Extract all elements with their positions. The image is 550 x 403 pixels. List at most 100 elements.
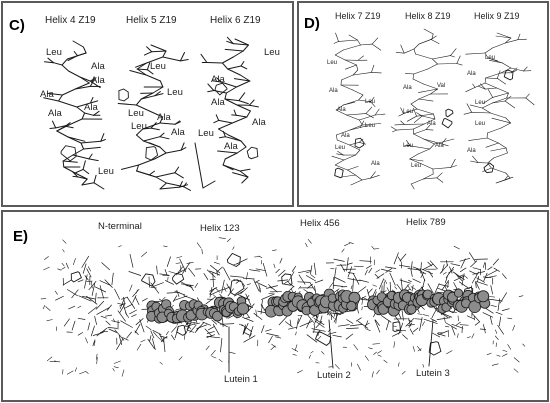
protein-stick (345, 333, 354, 340)
side-chain-stick (465, 87, 476, 92)
side-chain-stick (336, 153, 344, 156)
protein-stick (422, 263, 434, 271)
side-chain-stick (218, 136, 226, 139)
protein-stick (311, 328, 326, 332)
protein-stick (385, 266, 397, 269)
segment-label-helix-456: Helix 456 (300, 218, 340, 229)
side-chain-stick (49, 127, 57, 129)
lutein-atom-sphere (468, 300, 482, 313)
aromatic-ring (483, 162, 495, 174)
side-chain-stick (338, 39, 358, 42)
protein-stick (94, 316, 97, 325)
residue-label: Leu (365, 123, 376, 129)
protein-stick (395, 329, 407, 332)
solvent-dash (364, 355, 369, 361)
backbone-stick (232, 50, 244, 58)
solvent-dash (43, 266, 50, 271)
protein-stick (174, 290, 186, 296)
panel-c-letter: C) (9, 17, 25, 34)
residue-label: Ala (91, 75, 105, 86)
residue-label: Leu (485, 55, 496, 61)
protein-stick (299, 321, 313, 327)
side-chain-stick (117, 103, 137, 106)
protein-stick (266, 333, 280, 337)
solvent-dash (305, 242, 308, 248)
protein-stick (427, 261, 432, 267)
panel-d-helix-drawing (331, 28, 535, 190)
protein-stick (346, 319, 354, 324)
backbone-stick (241, 176, 249, 184)
protein-stick (211, 319, 218, 325)
protein-stick (77, 279, 84, 283)
protein-stick (412, 278, 421, 283)
backbone-stick (224, 92, 227, 100)
solvent-dash (85, 371, 89, 374)
protein-stick (82, 263, 87, 274)
solvent-dash (507, 317, 513, 320)
protein-stick (120, 320, 133, 328)
protein-stick (335, 312, 344, 314)
protein-stick (84, 274, 88, 289)
protein-stick (269, 285, 278, 293)
protein-stick (209, 270, 221, 276)
protein-stick (117, 310, 126, 322)
protein-stick (407, 323, 415, 326)
side-chain-stick (226, 36, 234, 45)
side-chain-stick (349, 142, 360, 146)
protein-stick (104, 279, 113, 288)
backbone-stick (347, 169, 356, 176)
protein-stick (235, 279, 242, 284)
side-chain-stick (56, 125, 66, 132)
protein-stick (176, 289, 180, 297)
solvent-dash (54, 290, 58, 295)
side-chain-stick (432, 55, 451, 60)
solvent-dash (272, 249, 277, 252)
backbone-stick (496, 32, 512, 39)
side-chain-stick (129, 70, 147, 76)
protein-stick (441, 264, 445, 273)
side-chain-stick (80, 140, 102, 144)
solvent-dash (215, 287, 221, 293)
solvent-dash (287, 276, 292, 283)
side-chain-stick (463, 112, 472, 115)
protein-stick (160, 335, 168, 343)
backbone-stick (236, 104, 251, 112)
protein-stick (490, 285, 493, 295)
side-chain-stick (477, 85, 486, 90)
protein-stick (385, 320, 390, 331)
protein-stick (118, 335, 123, 345)
side-chain-stick (43, 61, 55, 64)
protein-stick (313, 262, 317, 276)
solvent-dash (384, 279, 388, 284)
protein-stick (364, 320, 369, 329)
side-chain-stick (394, 124, 405, 126)
protein-stick (410, 269, 413, 277)
residue-label: Ala (157, 112, 171, 123)
solvent-dash (94, 340, 96, 346)
protein-stick (106, 304, 112, 311)
solvent-dash (121, 369, 125, 377)
side-chain-stick (374, 113, 386, 116)
side-chain-stick (212, 80, 222, 83)
backbone-stick (487, 157, 494, 164)
solvent-dash (457, 333, 459, 338)
protein-stick (150, 286, 157, 289)
solvent-dash (513, 368, 519, 373)
protein-stick (147, 338, 155, 349)
solvent-dash (353, 344, 359, 351)
backbone-stick (231, 116, 248, 124)
protein-stick (152, 329, 162, 335)
solvent-dash (284, 281, 289, 284)
protein-stick (471, 271, 479, 284)
backbone-stick (148, 110, 164, 118)
protein-stick (95, 292, 97, 303)
protein-stick (429, 260, 438, 270)
backbone-stick (413, 68, 429, 75)
side-chain-stick (43, 97, 59, 102)
residue-label: Leu (128, 108, 144, 119)
solvent-dash (457, 315, 459, 322)
side-chain-stick (436, 177, 444, 183)
protein-stick (312, 331, 322, 333)
solvent-dash (113, 360, 121, 364)
backbone-stick (72, 40, 84, 48)
